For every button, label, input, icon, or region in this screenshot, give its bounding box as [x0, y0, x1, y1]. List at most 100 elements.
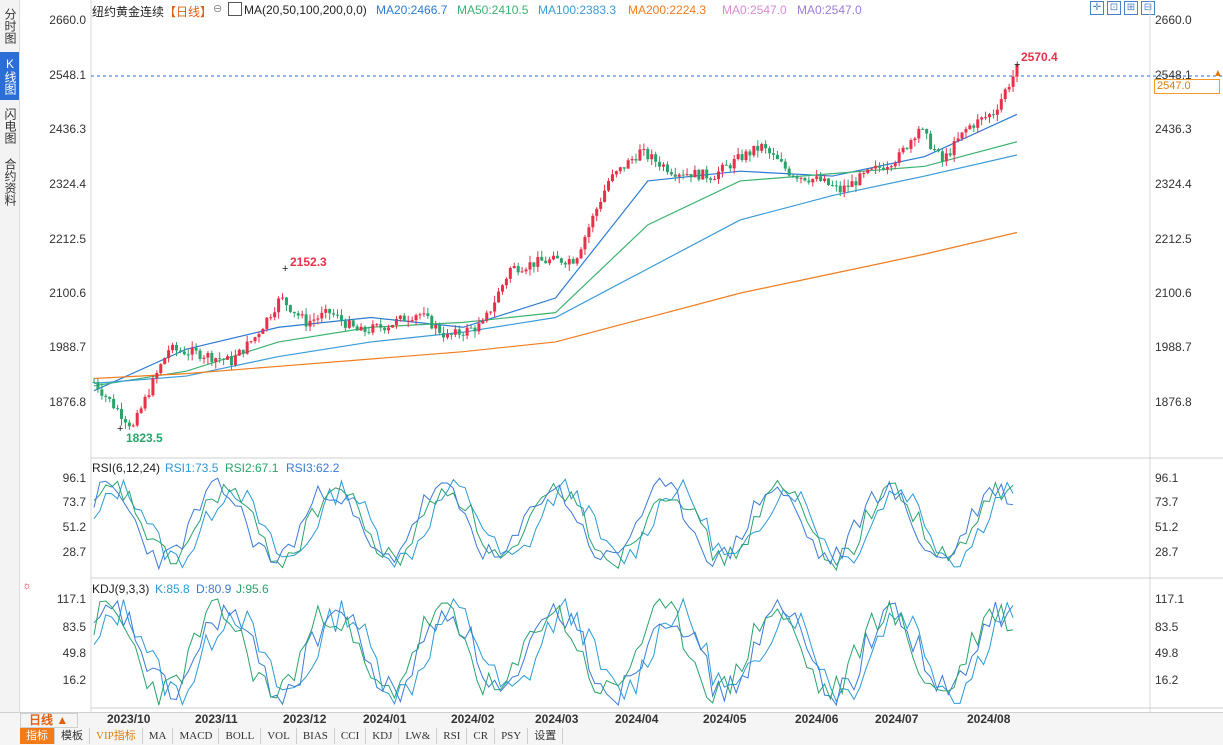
- kdj-tick-label: 49.8: [63, 646, 87, 660]
- tab-cr[interactable]: CR: [467, 728, 496, 744]
- candle-body: [481, 320, 485, 324]
- tab-lw[interactable]: LW&: [399, 728, 438, 744]
- kdj-lines: [93, 597, 1014, 707]
- candle-body: [351, 320, 355, 327]
- candle-body: [956, 138, 960, 142]
- candle-body: [846, 185, 850, 187]
- candle-body: [771, 153, 775, 155]
- rsi-tick-label: 96.1: [63, 471, 87, 485]
- candle-body: [277, 298, 281, 313]
- settings-icon[interactable]: ⊖: [213, 3, 223, 15]
- month-label: 2023/10: [107, 712, 151, 726]
- candle-body: [206, 353, 210, 358]
- candle-body: [752, 145, 756, 156]
- tab-bias[interactable]: BIAS: [296, 728, 335, 744]
- candle-body: [245, 341, 249, 354]
- tab-kdj[interactable]: KDJ: [366, 728, 400, 744]
- candle-body: [163, 358, 167, 365]
- tab-flash-chart[interactable]: 闪电图: [3, 108, 17, 144]
- rsi-tick-label: 28.7: [63, 545, 87, 559]
- candle-body: [269, 317, 273, 319]
- candle-body: [198, 350, 202, 359]
- kdj-tick-label: 117.1: [57, 592, 86, 606]
- tab-macd[interactable]: MACD: [173, 728, 220, 744]
- candle-body: [819, 176, 823, 181]
- candle-body: [858, 173, 862, 186]
- candle-body: [760, 144, 764, 151]
- kdj-tick-label: 83.5: [1155, 620, 1179, 634]
- candle-body: [783, 161, 787, 169]
- candle-body: [465, 327, 469, 336]
- candle-body: [768, 148, 772, 154]
- candle-body: [972, 125, 976, 128]
- candle-body: [182, 351, 186, 355]
- rsi-tick-label: 73.7: [63, 495, 87, 509]
- zoom-out-icon[interactable]: ⊟: [1141, 1, 1155, 15]
- indicator-icon[interactable]: [228, 2, 242, 16]
- price-tick-label: 2436.3: [49, 122, 86, 136]
- candle-body: [284, 297, 288, 306]
- rsi-tick-label: 28.7: [1155, 545, 1179, 559]
- candle-body: [375, 324, 379, 326]
- period-button[interactable]: 日线 ▲: [20, 713, 78, 728]
- candle-body: [249, 341, 253, 343]
- month-label: 2024/01: [363, 712, 407, 726]
- candle-body: [866, 169, 870, 174]
- candle-body: [402, 315, 406, 322]
- crosshair-icon[interactable]: ✛: [1090, 1, 1104, 15]
- zoom-in-icon[interactable]: ⊞: [1124, 1, 1138, 15]
- candle-body: [988, 114, 992, 118]
- tab-cci[interactable]: CCI: [334, 728, 367, 744]
- candle-body: [893, 162, 897, 167]
- low-price-label: 1823.5: [126, 431, 163, 445]
- candle-body: [728, 165, 732, 169]
- candle-body: [442, 332, 446, 338]
- candle-body: [194, 347, 198, 351]
- kdj-tick-label: 49.8: [1155, 646, 1179, 660]
- ma-params[interactable]: MA(20,50,100,200,0,0): [244, 3, 367, 17]
- candle-body: [139, 408, 143, 413]
- rsi-tick-label: 51.2: [63, 520, 87, 534]
- kline-chart[interactable]: 2660.0 2548.1 2436.3 2324.4 2212.5 2100.6 1988…: [0, 0, 1223, 712]
- candle-body: [1015, 64, 1019, 77]
- price-tick-label: 2548.1: [1155, 68, 1192, 82]
- price-tick-label: 2548.1: [49, 68, 86, 82]
- tab-template[interactable]: 模板: [55, 728, 90, 744]
- candle-body: [862, 173, 866, 175]
- candle-body: [100, 389, 104, 396]
- candle-body: [504, 278, 508, 286]
- tab-vol[interactable]: VOL: [261, 728, 297, 744]
- candle-body: [689, 174, 693, 178]
- kdj-title[interactable]: KDJ(9,3,3): [92, 582, 150, 596]
- rsi-line-2: [93, 477, 1014, 571]
- target-icon[interactable]: ☼: [22, 580, 33, 592]
- candle-body: [917, 128, 921, 139]
- rsi-title[interactable]: RSI(6,12,24): [92, 461, 161, 475]
- tab-ma[interactable]: MA: [142, 728, 174, 744]
- tab-vip-indicator[interactable]: VIP指标: [90, 728, 143, 744]
- candle-body: [913, 138, 917, 141]
- fit-icon[interactable]: ⊡: [1107, 1, 1121, 15]
- tab-settings[interactable]: 设置: [528, 728, 564, 744]
- candle-body: [984, 117, 988, 119]
- ma0-value-b: MA0:2547.0: [797, 3, 862, 17]
- tab-intraday-chart[interactable]: 分时图: [3, 8, 17, 44]
- price-axis-right: 2660.0 2548.1 2436.3 2324.4 2212.5 2100.6 1988…: [1155, 13, 1192, 409]
- candle-body: [583, 236, 587, 250]
- tab-contract-info[interactable]: 合约资料: [3, 158, 17, 206]
- tab-psy[interactable]: PSY: [495, 728, 529, 744]
- rsi-lines: [93, 477, 1014, 572]
- period-label[interactable]: 【日线】: [164, 5, 213, 19]
- candle-body: [803, 177, 807, 181]
- tab-indicator[interactable]: 指标: [20, 728, 55, 744]
- candle-body: [874, 165, 878, 169]
- candle-body: [720, 164, 724, 172]
- tab-boll[interactable]: BOLL: [219, 728, 262, 744]
- candle-body: [320, 312, 324, 319]
- tab-rsi[interactable]: RSI: [437, 728, 468, 744]
- candle-body: [497, 291, 501, 303]
- candle-body: [210, 353, 214, 362]
- rsi-tick-label: 51.2: [1155, 520, 1179, 534]
- tab-kline-chart[interactable]: K线图: [0, 52, 19, 100]
- candle-body: [933, 149, 937, 151]
